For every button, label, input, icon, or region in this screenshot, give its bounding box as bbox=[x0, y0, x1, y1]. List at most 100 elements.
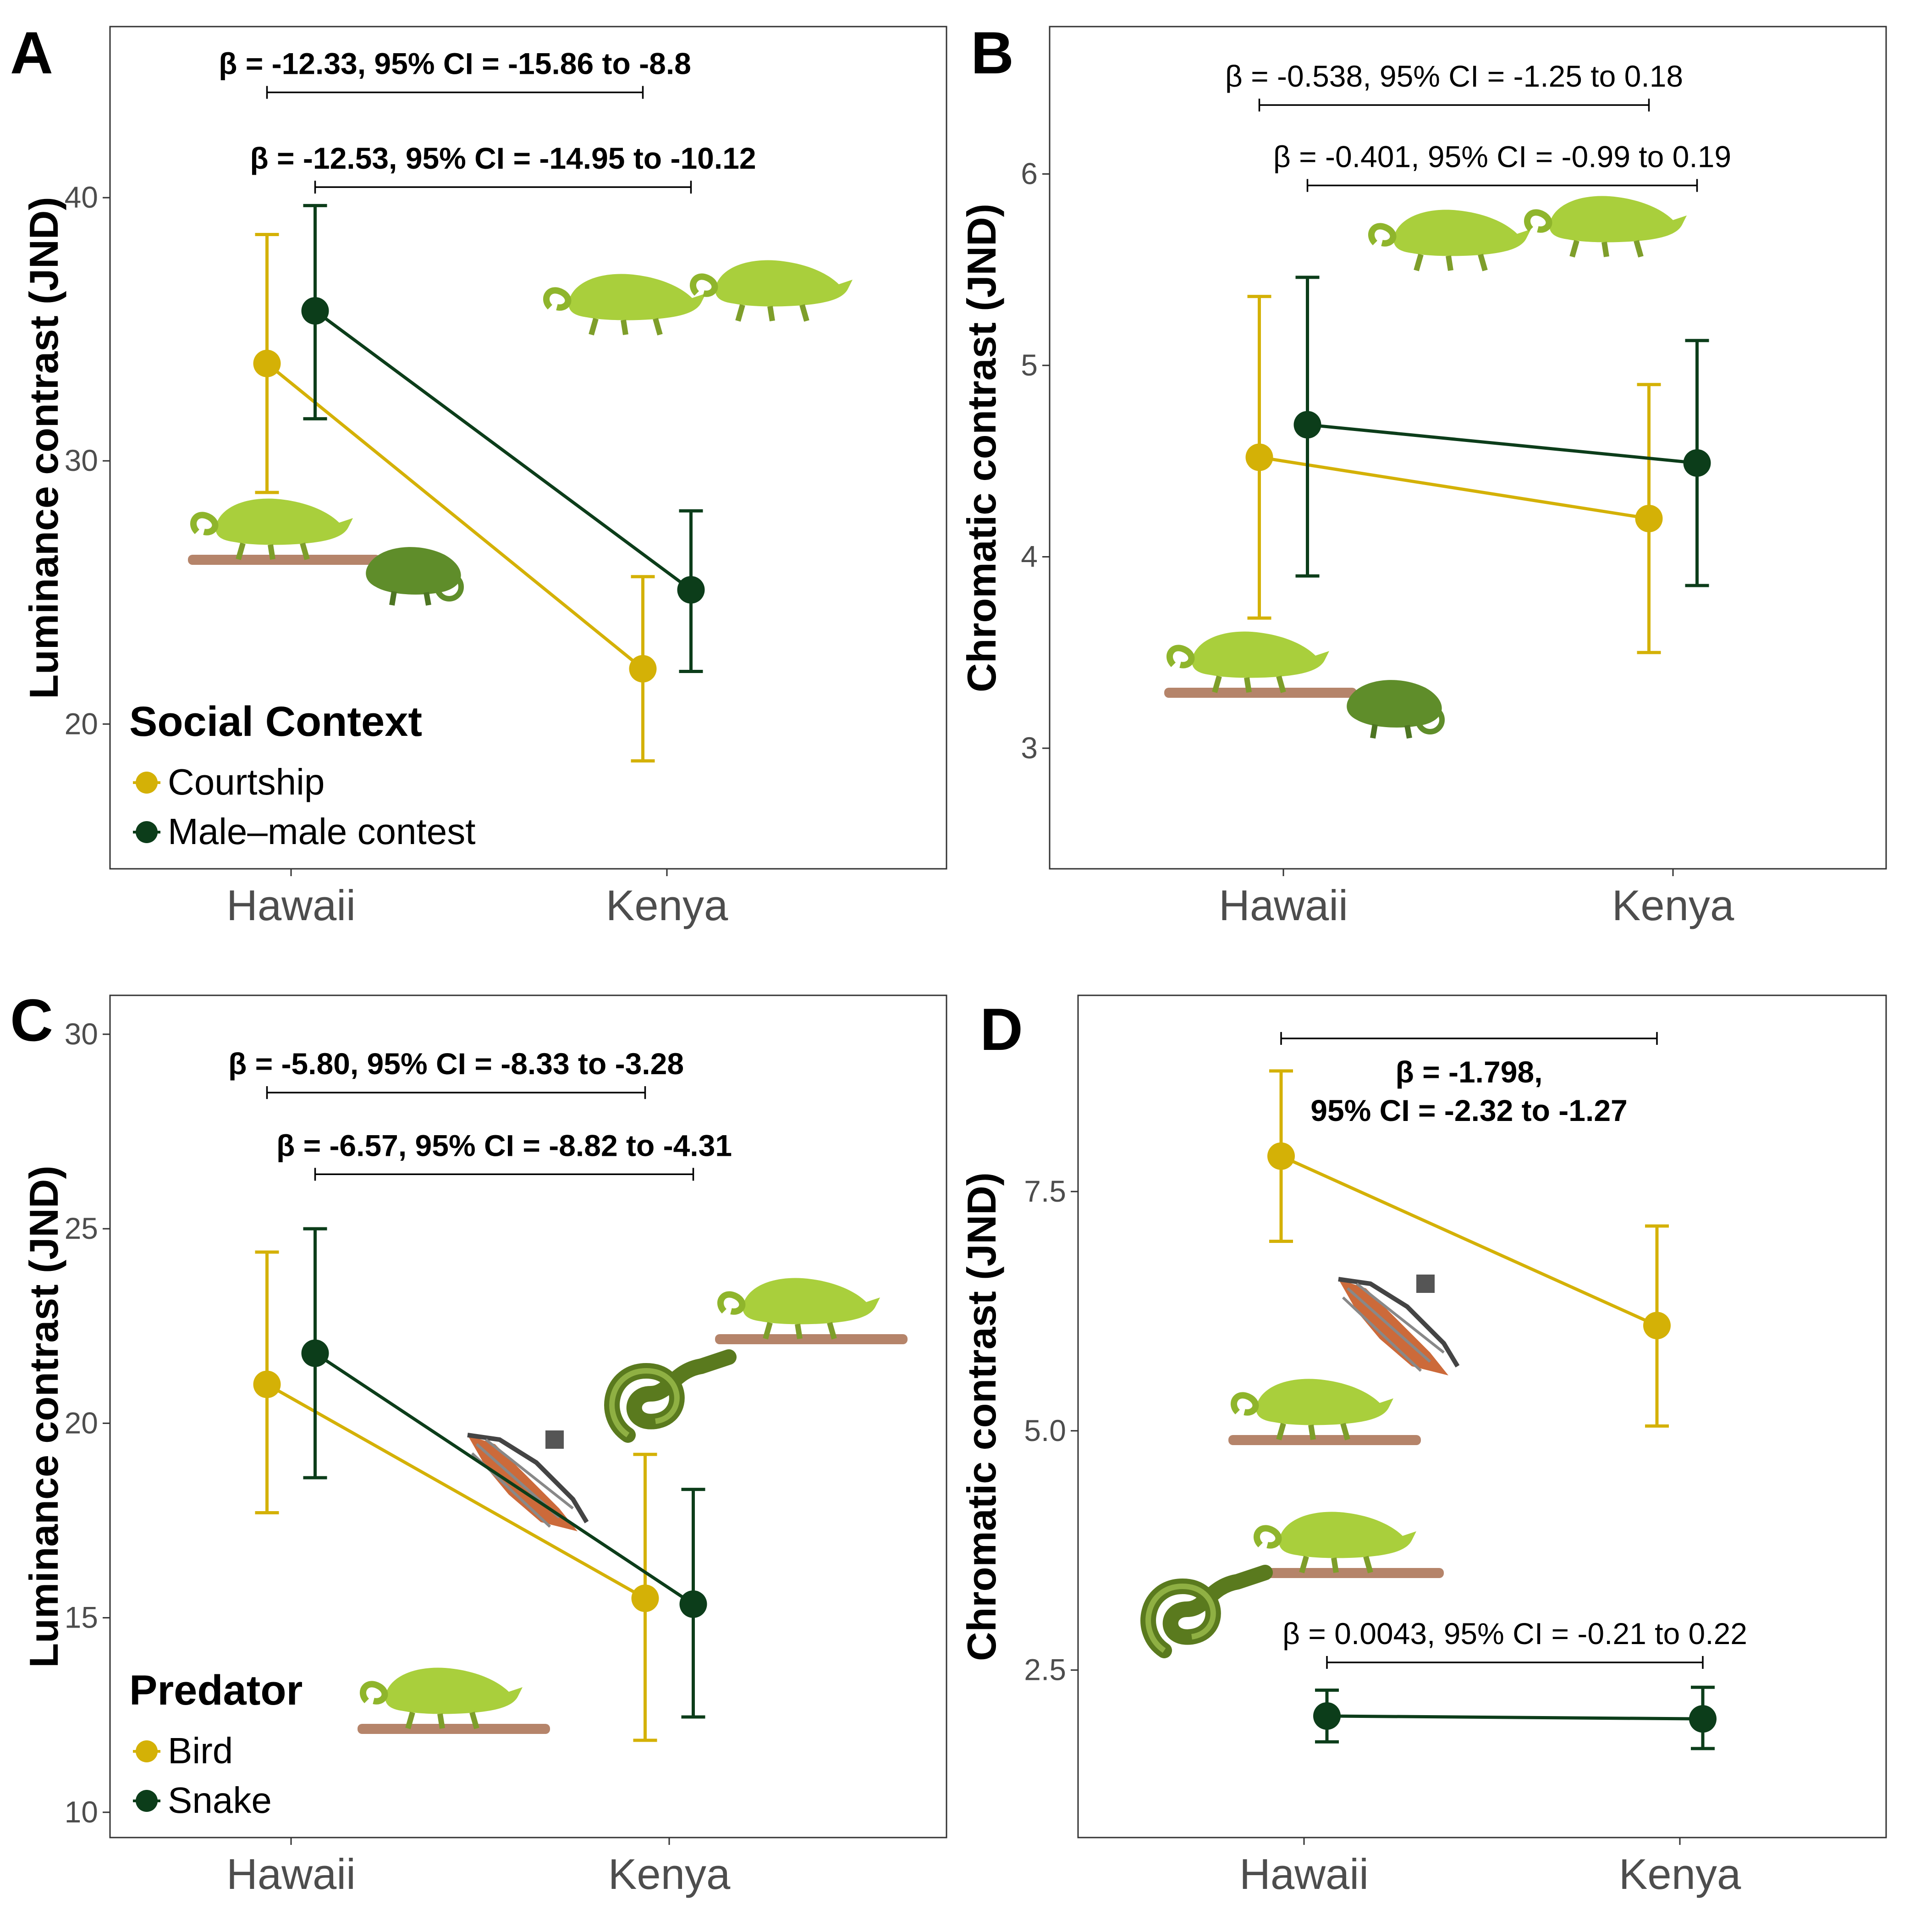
panel-a-label: A bbox=[10, 19, 53, 86]
panel-c-ylabel: Luminance contrast (JND) bbox=[21, 1165, 66, 1667]
panel-b-frame bbox=[1049, 26, 1887, 870]
panel-d-annotations: β = -1.798, 95% CI = -2.32 to -1.27 β = 0.… bbox=[1280, 1032, 1747, 1669]
panel-b-label: B bbox=[971, 19, 1014, 86]
annotation-text-line2: 95% CI = -2.32 to -1.27 bbox=[1310, 1093, 1628, 1127]
annotation-text: β = -1.798, bbox=[1396, 1055, 1543, 1089]
x-tick-label: Hawaii bbox=[226, 1850, 356, 1898]
data-point bbox=[679, 1590, 707, 1618]
x-tick-label: Kenya bbox=[1612, 881, 1734, 929]
y-tick-label: 3 bbox=[1021, 731, 1038, 765]
legend-title: Predator bbox=[129, 1667, 303, 1714]
series-line bbox=[314, 1352, 694, 1606]
panel-a-annotations: β = -12.33, 95% CI = -15.86 to -8.8 β = -… bbox=[219, 47, 756, 194]
panel-d-xticks: Hawaii Kenya bbox=[1239, 1838, 1741, 1898]
panel-c-yticks: 10 15 20 25 30 bbox=[65, 1017, 110, 1829]
chameleon-dark-icon bbox=[1347, 680, 1442, 738]
chameleon-snake-target-icon bbox=[715, 1278, 908, 1344]
chameleon-snake-target-icon bbox=[1251, 1512, 1444, 1578]
panel-a-frame bbox=[109, 26, 947, 870]
panel-b-xticks: Hawaii Kenya bbox=[1219, 869, 1734, 929]
panel-b-series bbox=[1245, 276, 1711, 654]
chameleon-contest-icon-2 bbox=[1527, 196, 1687, 257]
panel-d-series bbox=[1267, 1069, 1717, 1750]
y-tick-label: 20 bbox=[65, 1406, 98, 1440]
data-point bbox=[301, 297, 329, 325]
data-point bbox=[677, 576, 705, 604]
panel-c-label: C bbox=[10, 987, 53, 1054]
y-tick-label: 30 bbox=[65, 443, 98, 477]
annotation-text: β = 0.0043, 95% CI = -0.21 to 0.22 bbox=[1282, 1617, 1747, 1650]
panel-c-illustrations bbox=[358, 1278, 908, 1734]
data-point bbox=[1643, 1312, 1671, 1340]
legend-key-point bbox=[136, 1740, 158, 1762]
series-line bbox=[266, 1383, 646, 1600]
data-point bbox=[1635, 504, 1663, 532]
series-line bbox=[266, 362, 644, 670]
x-tick-label: Hawaii bbox=[226, 881, 356, 929]
panel-c-annotations: β = -5.80, 95% CI = -8.33 to -3.28 β = -6… bbox=[228, 1047, 732, 1181]
x-tick-label: Kenya bbox=[608, 1850, 731, 1898]
annotation-text: β = -12.33, 95% CI = -15.86 to -8.8 bbox=[219, 47, 691, 81]
y-tick-label: 6 bbox=[1021, 156, 1038, 190]
annotation-text: β = -5.80, 95% CI = -8.33 to -3.28 bbox=[228, 1047, 684, 1081]
panel-d-label: D bbox=[980, 996, 1023, 1063]
y-tick-label: 15 bbox=[65, 1601, 98, 1634]
panel-a-series bbox=[253, 204, 705, 763]
chameleon-contest-icon bbox=[1371, 210, 1531, 271]
panel-d-illustrations bbox=[1148, 1275, 1458, 1650]
x-tick-label: Kenya bbox=[1619, 1850, 1741, 1898]
y-tick-label: 2.5 bbox=[1024, 1653, 1066, 1687]
series-line bbox=[1326, 1714, 1703, 1721]
legend-key-point bbox=[136, 1790, 158, 1812]
series-line bbox=[1307, 423, 1697, 465]
data-point bbox=[1683, 449, 1711, 477]
bird-predator-icon bbox=[1338, 1275, 1458, 1375]
data-point bbox=[253, 349, 281, 377]
x-tick-label: Hawaii bbox=[1239, 1850, 1369, 1898]
chameleon-dark-icon bbox=[366, 547, 461, 605]
panel-a-xticks: Hawaii Kenya bbox=[226, 869, 728, 929]
y-tick-label: 10 bbox=[65, 1795, 98, 1829]
panel-a-illustrations bbox=[188, 260, 853, 606]
panel-c-legend: Predator Bird Snake bbox=[129, 1667, 303, 1821]
legend-item-label: Male–male contest bbox=[168, 811, 475, 852]
data-point bbox=[629, 655, 657, 683]
panel-a-ylabel: Luminance contrast (JND) bbox=[21, 197, 66, 699]
panel-c-series bbox=[253, 1227, 707, 1742]
legend-item-label: Courtship bbox=[168, 762, 325, 802]
y-tick-label: 5 bbox=[1021, 348, 1038, 382]
panel-d-ylabel: Chromatic contrast (JND) bbox=[959, 1172, 1004, 1661]
annotation-text: β = -0.538, 95% CI = -1.25 to 0.18 bbox=[1225, 59, 1683, 93]
chameleon-courtship-icon bbox=[1164, 632, 1357, 698]
panel-d-yticks: 2.5 5.0 7.5 bbox=[1024, 1174, 1078, 1687]
panel-c: 10 15 20 25 30 Hawaii Kenya β = -5.80, 95% CI… bbox=[10, 987, 947, 1898]
panel-b-annotations: β = -0.538, 95% CI = -1.25 to 0.18 β = -0… bbox=[1225, 59, 1731, 192]
chameleon-bird-target-icon bbox=[358, 1668, 550, 1734]
panel-b-yticks: 3 4 5 6 bbox=[1021, 156, 1050, 765]
data-point bbox=[253, 1370, 281, 1398]
y-tick-label: 25 bbox=[65, 1211, 98, 1245]
legend-title: Social Context bbox=[129, 698, 422, 745]
panel-a-legend: Social Context Courtship Male–male contest bbox=[129, 698, 475, 852]
series-line bbox=[314, 309, 692, 591]
legend-key-point bbox=[136, 821, 158, 843]
data-point bbox=[631, 1584, 659, 1612]
y-tick-label: 30 bbox=[65, 1017, 98, 1051]
data-point bbox=[1689, 1705, 1717, 1733]
y-tick-label: 5.0 bbox=[1024, 1413, 1066, 1447]
data-point bbox=[1245, 443, 1273, 471]
x-tick-label: Kenya bbox=[606, 881, 728, 929]
y-tick-label: 40 bbox=[65, 180, 98, 214]
legend-key-point bbox=[136, 772, 158, 794]
y-tick-label: 7.5 bbox=[1024, 1174, 1066, 1208]
panel-b: 3 4 5 6 Hawaii Kenya β = -0.538, 95% CI = -1… bbox=[959, 19, 1887, 929]
data-point bbox=[1293, 411, 1321, 439]
series-line bbox=[1280, 1154, 1658, 1327]
snake-predator-icon bbox=[612, 1357, 729, 1435]
y-tick-label: 4 bbox=[1021, 539, 1038, 573]
panel-b-illustrations bbox=[1164, 196, 1687, 739]
panel-c-xticks: Hawaii Kenya bbox=[226, 1838, 731, 1898]
legend-item-label: Bird bbox=[168, 1730, 233, 1771]
chameleon-contest-icon-2 bbox=[693, 260, 853, 321]
